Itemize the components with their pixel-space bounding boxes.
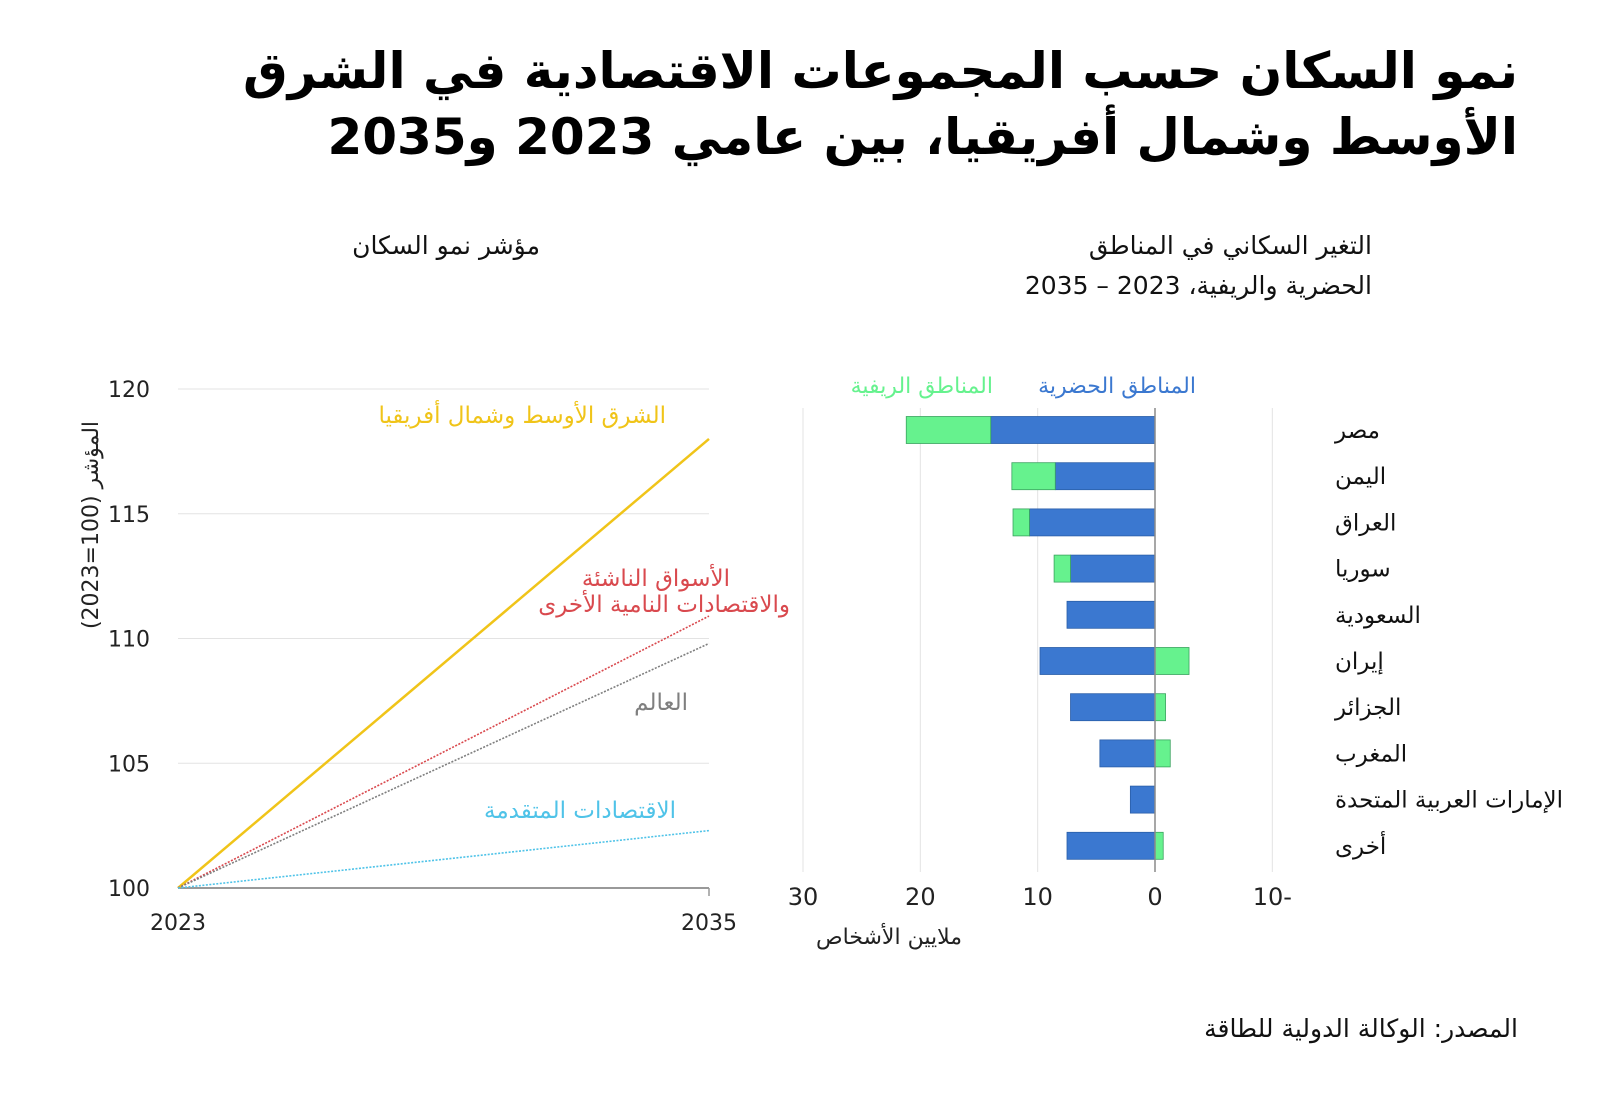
category-label: أخرى [1335,831,1386,860]
x-axis-label: ملايين الأشخاص [816,923,962,950]
legend-rural: المناطق الريفية [851,374,993,399]
bar-urban [1070,554,1156,583]
x-tick-label: 2035 [681,911,737,936]
x-tick-label: 30 [788,883,819,911]
bar-rural [1012,508,1030,537]
bar-rural [1154,647,1190,675]
bar-urban [1066,831,1156,860]
bar-urban [1054,462,1156,491]
x-tick-label: 10 [1022,883,1053,911]
category-label: السعودية [1335,603,1421,629]
category-label: مصر [1334,418,1380,444]
line-chart: 100 105 110 115 120 2023 2035 المؤشر (100=2023)… [79,378,790,936]
bar-urban [1029,508,1156,537]
bar-rural [1154,693,1166,722]
bar-urban [990,416,1156,444]
bar-chart-title: التغير السكاني في المناطق الحضرية والريف… [1025,226,1372,306]
bar-urban [1039,647,1156,675]
category-label: اليمن [1335,464,1386,490]
bar-rural [1154,739,1171,768]
bar-rural [1154,831,1164,860]
bar-chart-title-line-1: التغير السكاني في المناطق [1088,231,1372,260]
category-label: سوريا [1335,557,1391,583]
series-line-mena [177,437,710,889]
x-tick-label: 10- [1253,883,1292,911]
series-line-advanced [177,829,710,889]
legend-urban: المناطق الحضرية [1038,374,1196,399]
series-label-advanced: الاقتصادات المتقدمة [484,798,676,824]
y-axis-label: المؤشر (100=2023) [79,421,104,629]
bar-rural [905,416,992,444]
y-tick-label: 105 [108,752,150,777]
bar-rural [1053,554,1071,583]
y-tick-label: 100 [108,877,150,902]
x-tick-label: 0 [1147,883,1162,911]
x-tick-label: 20 [905,883,936,911]
bar-urban [1066,600,1156,629]
bar-chart: 30 20 10 0 10- ملايين الأشخاص المناطق الحضرية ا… [788,374,1563,950]
bar-urban [1129,785,1156,814]
category-label: الجزائر [1334,695,1401,721]
bar-urban [1099,739,1156,768]
series-line-world [177,642,710,889]
series-label-mena: الشرق الأوسط وشمال أفريقيا [378,400,666,429]
series-label-world: العالم [634,690,688,716]
bar-urban [1070,693,1156,722]
series-label-emde: والاقتصادات النامية الأخرى [538,590,790,618]
line-chart-title: مؤشر نمو السكان [352,231,540,260]
series-line-emde [177,615,710,889]
page-title: نمو السكان حسب المجموعات الاقتصادية في ا… [243,42,1518,166]
y-tick-label: 120 [108,378,150,403]
category-label: إيران [1335,649,1384,675]
category-label: العراق [1335,510,1396,536]
x-tick-label: 2023 [150,911,206,936]
bar-chart-title-line-2: الحضرية والريفية، 2023 – 2035 [1024,271,1372,300]
y-tick-label: 110 [108,628,150,653]
category-label: المغرب [1335,741,1407,767]
bar-rural [1011,462,1056,491]
y-tick-label: 115 [108,503,150,528]
source-note: المصدر: الوكالة الدولية للطاقة [1204,1014,1518,1043]
category-label: الإمارات العربية المتحدة [1335,788,1563,814]
series-label-emde: الأسواق الناشئة [582,564,730,592]
